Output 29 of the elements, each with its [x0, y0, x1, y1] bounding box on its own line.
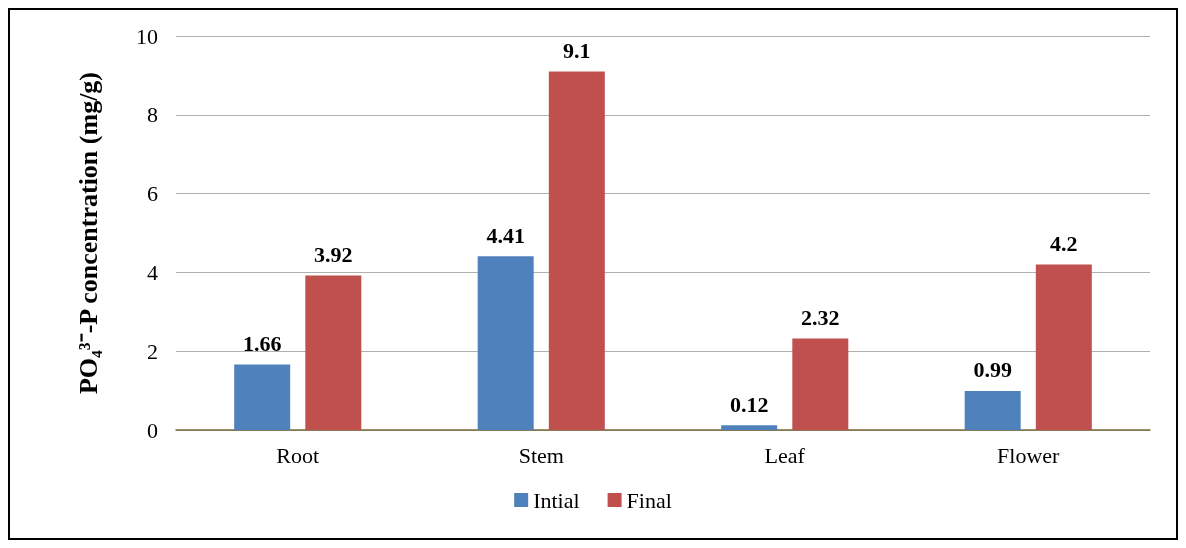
- bar: [548, 71, 605, 430]
- data-label: 1.66: [242, 331, 282, 357]
- y-tick-label: 0: [147, 417, 158, 443]
- bar: [234, 364, 291, 430]
- data-label: 0.99: [973, 357, 1012, 383]
- bar: [792, 338, 849, 430]
- x-tick-label: Stem: [518, 442, 564, 468]
- data-label: 3.92: [314, 242, 353, 268]
- bar: [305, 275, 362, 430]
- y-tick-label: 6: [147, 181, 158, 207]
- y-tick-label: 10: [136, 23, 158, 49]
- data-label: 4.41: [486, 222, 525, 248]
- y-axis-title: PO₄³⁻-P concentration (mg/g): [73, 71, 103, 395]
- x-tick-label: Root: [276, 442, 320, 468]
- bar: [964, 390, 1021, 430]
- bar: [477, 256, 534, 430]
- data-label: 0.12: [729, 391, 769, 417]
- data-label: 9.1: [563, 37, 591, 63]
- y-tick-label: 2: [147, 338, 158, 364]
- data-label: 2.32: [801, 305, 840, 331]
- y-tick-label: 8: [147, 102, 158, 128]
- data-label: 4.2: [1050, 231, 1078, 257]
- y-tick-label: 4: [147, 259, 158, 285]
- bar: [1035, 264, 1092, 430]
- legend-label: Intial: [533, 487, 580, 513]
- x-tick-label: Flower: [997, 442, 1061, 468]
- bar: [721, 425, 778, 430]
- x-tick-label: Leaf: [764, 442, 806, 468]
- legend-label: Final: [626, 487, 672, 513]
